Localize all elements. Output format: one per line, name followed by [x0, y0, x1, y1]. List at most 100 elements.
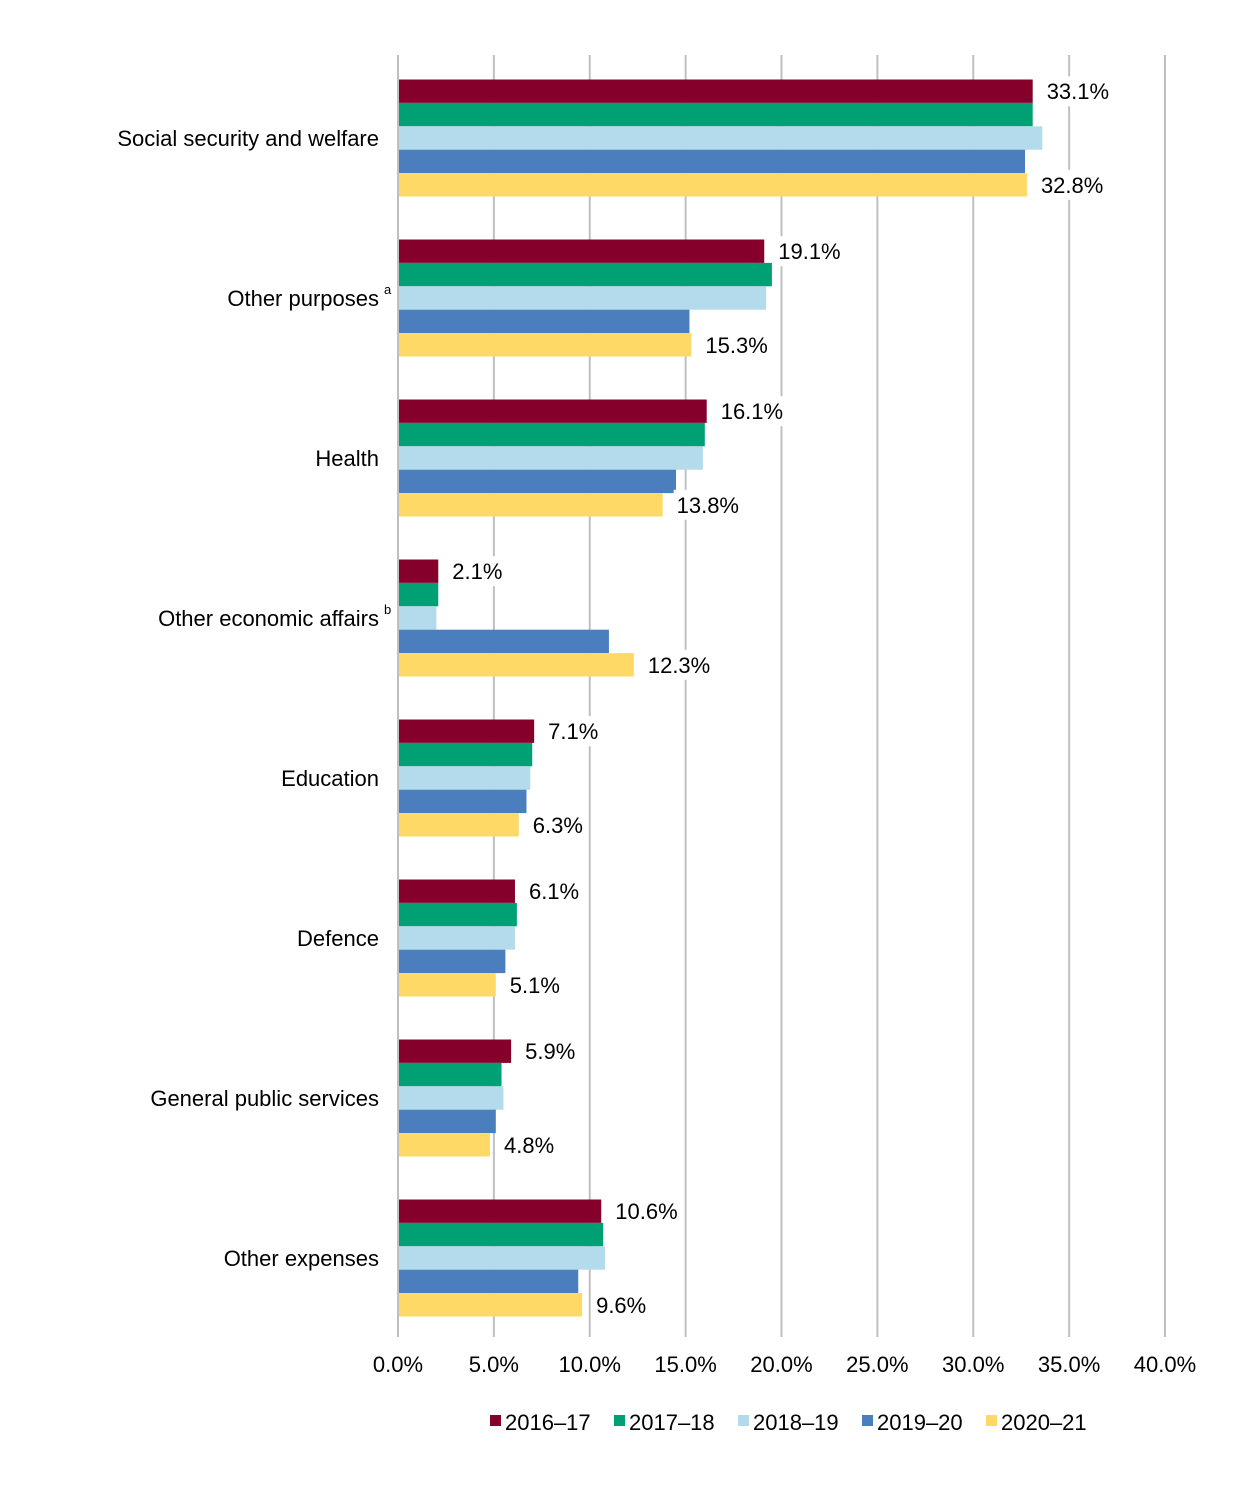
- data-label-background: [501, 1129, 556, 1160]
- bar: [398, 719, 535, 743]
- bar: [398, 309, 690, 334]
- bar: [398, 1133, 491, 1157]
- data-label-background: [775, 236, 843, 267]
- bar: [398, 422, 705, 447]
- bar: [398, 286, 767, 310]
- legend-item[interactable]: 2019–20: [877, 1410, 963, 1435]
- legend-swatch: [490, 1415, 501, 1426]
- data-label: 9.6%: [596, 1293, 646, 1318]
- data-label-background: [1043, 76, 1111, 107]
- category-footnote-marker: a: [384, 282, 392, 297]
- data-label-background: [449, 556, 505, 587]
- bar: [398, 926, 515, 950]
- category-label: Defence: [297, 926, 379, 951]
- bar: [398, 126, 1043, 150]
- bar: [398, 653, 634, 677]
- data-label: 10.6%: [615, 1199, 677, 1224]
- category-label: General public services: [150, 1086, 379, 1111]
- data-label-background: [612, 1196, 680, 1227]
- bar: [398, 239, 765, 263]
- data-label-background: [673, 489, 741, 520]
- x-tick-label: 20.0%: [750, 1352, 812, 1377]
- category-footnote-marker: b: [384, 602, 391, 617]
- bar: [398, 149, 1026, 174]
- x-tick-label: 25.0%: [846, 1352, 908, 1377]
- x-tick-label: 30.0%: [942, 1352, 1004, 1377]
- bar: [398, 446, 703, 470]
- bar: [398, 1039, 512, 1063]
- data-label-background: [529, 809, 585, 840]
- bar: [398, 813, 519, 837]
- data-label: 12.3%: [648, 653, 710, 678]
- data-label: 6.1%: [529, 879, 579, 904]
- x-tick-label: 5.0%: [469, 1352, 519, 1377]
- legend-swatch: [614, 1415, 625, 1426]
- legend-item[interactable]: 2020–21: [1001, 1410, 1087, 1435]
- bar: [398, 173, 1027, 197]
- category-label: Other purposes: [227, 286, 379, 311]
- legend-item[interactable]: 2016–17: [505, 1410, 591, 1435]
- data-labels: 33.1% 32.8% 19.1% 15.3% 16.1% 13.8% 2.1% 12.3% 7…: [449, 76, 1111, 1320]
- data-label: 32.8%: [1041, 173, 1103, 198]
- bar: [398, 902, 517, 927]
- bar: [398, 469, 677, 494]
- legend-item[interactable]: 2017–18: [629, 1410, 715, 1435]
- data-label: 33.1%: [1047, 79, 1109, 104]
- category-label: Education: [281, 766, 379, 791]
- bar: [398, 629, 609, 654]
- data-label: 13.8%: [677, 493, 739, 518]
- x-tick-label: 0.0%: [373, 1352, 423, 1377]
- x-tick-label: 10.0%: [559, 1352, 621, 1377]
- bar: [398, 102, 1033, 127]
- data-label: 2.1%: [452, 559, 502, 584]
- legend-swatch: [738, 1415, 749, 1426]
- data-label: 5.9%: [525, 1039, 575, 1064]
- legend[interactable]: 2016–17 2017–18 2018–19 2019–20 2020–21: [490, 1410, 1087, 1435]
- bar: [398, 1086, 504, 1110]
- data-label-background: [717, 396, 785, 427]
- x-tick-label: 35.0%: [1038, 1352, 1100, 1377]
- data-label-background: [644, 649, 712, 680]
- category-label: Other expenses: [224, 1246, 379, 1271]
- bar: [398, 949, 506, 974]
- bar: [398, 1269, 579, 1294]
- data-label-background: [593, 1289, 648, 1320]
- bar: [398, 79, 1033, 103]
- bar: [398, 399, 707, 423]
- data-label: 15.3%: [705, 333, 767, 358]
- category-labels: Social security and welfare Other purpose…: [117, 126, 392, 1271]
- bar: [398, 1109, 496, 1134]
- data-label: 6.3%: [533, 813, 583, 838]
- bar: [398, 973, 496, 997]
- bar: [398, 1246, 606, 1270]
- data-label-background: [545, 716, 600, 747]
- bar: [398, 1199, 602, 1223]
- axes: 0.0% 5.0% 10.0% 15.0% 20.0% 25.0% 30.0% 35.0% 40…: [373, 55, 1196, 1377]
- data-label-background: [525, 876, 581, 907]
- legend-item[interactable]: 2018–19: [753, 1410, 839, 1435]
- bar: [398, 1293, 583, 1317]
- x-tick-label: 40.0%: [1134, 1352, 1196, 1377]
- bar: [398, 606, 437, 630]
- bar: [398, 766, 531, 790]
- data-label-background: [702, 329, 770, 360]
- data-label: 16.1%: [721, 399, 783, 424]
- x-tick-label: 15.0%: [654, 1352, 716, 1377]
- data-label: 5.1%: [510, 973, 560, 998]
- data-label-background: [522, 1036, 577, 1067]
- bar: [398, 742, 533, 767]
- category-label: Health: [315, 446, 379, 471]
- data-label: 19.1%: [778, 239, 840, 264]
- category-label: Other economic affairs: [158, 606, 379, 631]
- data-label: 7.1%: [548, 719, 598, 744]
- bar: [398, 1062, 502, 1087]
- bar: [398, 333, 692, 357]
- bar: [398, 559, 439, 583]
- bar: [398, 879, 515, 903]
- bars: [398, 79, 1043, 1317]
- bar: [398, 789, 527, 814]
- category-label: Social security and welfare: [117, 126, 379, 151]
- legend-swatch: [986, 1415, 997, 1426]
